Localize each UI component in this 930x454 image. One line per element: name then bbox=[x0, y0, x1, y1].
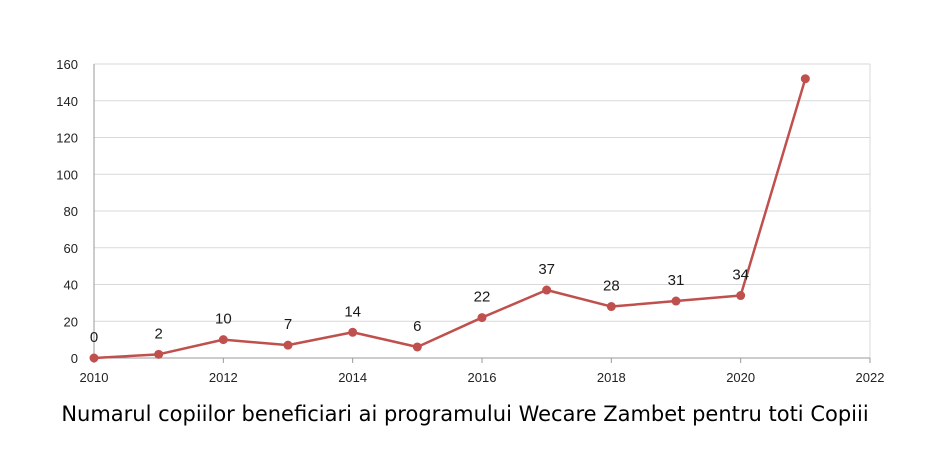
data-point bbox=[736, 291, 746, 301]
x-tick-label: 2012 bbox=[209, 370, 238, 385]
chart-title: Numarul copiilor beneficiari ai programu… bbox=[61, 402, 869, 426]
data-label: 6 bbox=[413, 318, 421, 335]
data-label: 0 bbox=[90, 329, 98, 346]
data-point bbox=[671, 296, 681, 306]
data-label: 31 bbox=[668, 272, 685, 289]
data-point bbox=[283, 340, 293, 350]
y-tick-label: 40 bbox=[64, 278, 78, 293]
x-tick-label: 2016 bbox=[468, 370, 497, 385]
data-point bbox=[348, 327, 358, 337]
y-tick-labels: 0 20 40 60 80 100 120 140 160 bbox=[56, 57, 78, 366]
data-point bbox=[542, 285, 552, 295]
y-tick-label: 120 bbox=[56, 131, 78, 146]
x-tick-label: 2010 bbox=[80, 370, 109, 385]
data-label: 10 bbox=[215, 311, 232, 328]
data-label: 34 bbox=[732, 267, 749, 284]
data-point bbox=[800, 74, 810, 84]
data-point bbox=[89, 353, 99, 363]
x-tick-label: 2020 bbox=[726, 370, 755, 385]
data-point bbox=[477, 313, 487, 323]
x-tick-label: 2018 bbox=[597, 370, 626, 385]
y-tick-label: 60 bbox=[64, 241, 78, 256]
series-line bbox=[93, 78, 807, 360]
data-point bbox=[154, 349, 164, 359]
gridlines bbox=[94, 63, 871, 358]
data-label: 2 bbox=[154, 325, 162, 342]
data-point bbox=[606, 302, 616, 312]
data-point bbox=[218, 335, 228, 345]
x-tick-label: 2014 bbox=[338, 370, 367, 385]
data-label: 37 bbox=[538, 261, 555, 278]
y-tick-label: 160 bbox=[56, 57, 78, 72]
data-point bbox=[412, 342, 422, 352]
data-label: 28 bbox=[603, 278, 620, 295]
data-labels: 0 2 10 7 14 6 22 37 28 31 34 bbox=[90, 261, 749, 346]
y-tick-label: 20 bbox=[64, 314, 78, 329]
y-tick-label: 140 bbox=[56, 94, 78, 109]
series bbox=[89, 74, 810, 363]
y-tick-label: 0 bbox=[71, 351, 78, 366]
x-tick-label: 2022 bbox=[856, 370, 885, 385]
x-tick-labels: 2010 2012 2014 2016 2018 2020 2022 bbox=[80, 370, 885, 385]
data-label: 7 bbox=[284, 316, 292, 333]
y-tick-label: 80 bbox=[64, 204, 78, 219]
y-tick-label: 100 bbox=[56, 167, 78, 182]
data-label: 22 bbox=[474, 289, 491, 306]
data-label: 14 bbox=[344, 303, 361, 320]
